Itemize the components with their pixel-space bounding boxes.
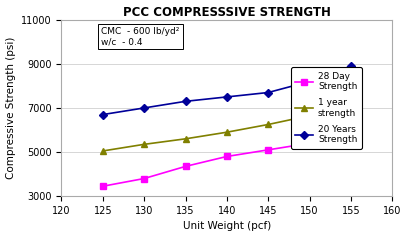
28 Day
Strength <box>224 155 229 158</box>
1 year
strength <box>348 105 353 108</box>
20 Years
Strength <box>142 106 147 109</box>
1 year
strength <box>307 114 312 117</box>
Line: 28 Day
Strength: 28 Day Strength <box>100 135 354 189</box>
28 Day
Strength <box>348 136 353 139</box>
1 year
strength <box>183 137 188 140</box>
20 Years
Strength <box>224 96 229 98</box>
1 year
strength <box>142 143 147 146</box>
X-axis label: Unit Weight (pcf): Unit Weight (pcf) <box>183 221 271 232</box>
Line: 1 year
strength: 1 year strength <box>99 103 354 155</box>
1 year
strength <box>266 123 271 126</box>
28 Day
Strength <box>307 142 312 145</box>
1 year
strength <box>101 150 105 152</box>
Line: 20 Years
Strength: 20 Years Strength <box>100 63 354 117</box>
Legend: 28 Day
Strength, 1 year
strength, 20 Years
Strength: 28 Day Strength, 1 year strength, 20 Yea… <box>291 67 362 149</box>
20 Years
Strength <box>266 91 271 94</box>
Y-axis label: Compressive Strength (psi): Compressive Strength (psi) <box>6 37 15 179</box>
Text: CMC  - 600 lb/yd²
w/c  - 0.4: CMC - 600 lb/yd² w/c - 0.4 <box>101 27 179 46</box>
28 Day
Strength <box>183 165 188 168</box>
20 Years
Strength <box>307 80 312 83</box>
20 Years
Strength <box>183 100 188 103</box>
Title: PCC COMPRESSSIVE STRENGTH: PCC COMPRESSSIVE STRENGTH <box>123 5 331 18</box>
1 year
strength <box>224 131 229 134</box>
20 Years
Strength <box>348 65 353 68</box>
28 Day
Strength <box>101 185 105 188</box>
28 Day
Strength <box>266 148 271 151</box>
20 Years
Strength <box>101 113 105 116</box>
28 Day
Strength <box>142 177 147 180</box>
